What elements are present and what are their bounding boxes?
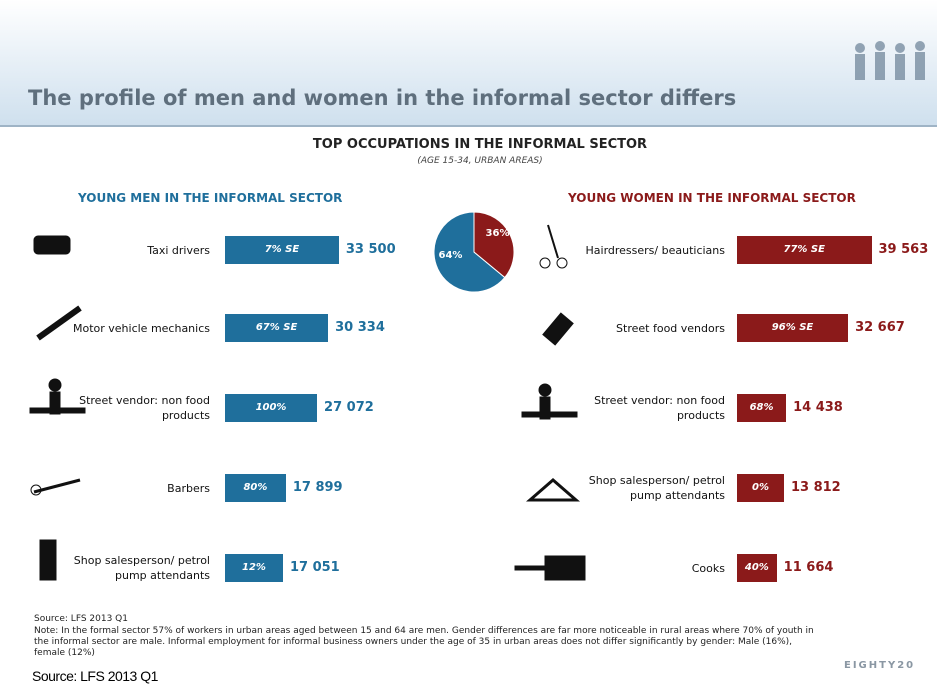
category-label: Shop salesperson/ petrol pump attendants (70, 553, 210, 583)
value-label: 13 812 (791, 474, 841, 502)
bar-label: 68% (737, 394, 786, 422)
bar-label: 7% SE (225, 236, 339, 264)
value-label: 30 334 (335, 314, 385, 342)
value-label: 32 667 (855, 314, 905, 342)
pie-label: 36% (486, 228, 510, 239)
category-label: Motor vehicle mechanics (70, 321, 210, 336)
category-label: Cooks (585, 561, 725, 576)
category-label: Shop salesperson/ petrol pump attendants (585, 473, 725, 503)
category-label: Street vendor: non food products (70, 393, 210, 423)
bar-label: 77% SE (737, 236, 872, 264)
bar-label: 80% (225, 474, 286, 502)
value-label: 39 563 (879, 236, 929, 264)
category-label: Street vendor: non food products (585, 393, 725, 423)
category-label: Hairdressers/ beauticians (585, 243, 725, 258)
logo: EIGHTY20 (844, 660, 915, 671)
category-label: Street food vendors (585, 321, 725, 336)
page: The profile of men and women in the info… (0, 0, 937, 689)
bar-label: 96% SE (737, 314, 848, 342)
value-label: 17 051 (290, 554, 340, 582)
value-label: 17 899 (293, 474, 343, 502)
bar-label: 67% SE (225, 314, 328, 342)
value-label: 14 438 (793, 394, 843, 422)
source: Source: LFS 2013 Q1 (34, 614, 128, 624)
category-label: Taxi drivers (70, 243, 210, 258)
bar-label: 100% (225, 394, 317, 422)
bar-label: 40% (737, 554, 777, 582)
pie-label: 64% (439, 250, 463, 261)
value-label: 27 072 (324, 394, 374, 422)
footer-source: Source: LFS 2013 Q1 (32, 668, 158, 684)
value-label: 33 500 (346, 236, 396, 264)
pie-chart: 64% 36% (0, 0, 937, 689)
bar-label: 12% (225, 554, 283, 582)
note: Note: In the formal sector 57% of worker… (34, 626, 814, 659)
bar-label: 0% (737, 474, 784, 502)
value-label: 11 664 (784, 554, 834, 582)
category-label: Barbers (70, 481, 210, 496)
